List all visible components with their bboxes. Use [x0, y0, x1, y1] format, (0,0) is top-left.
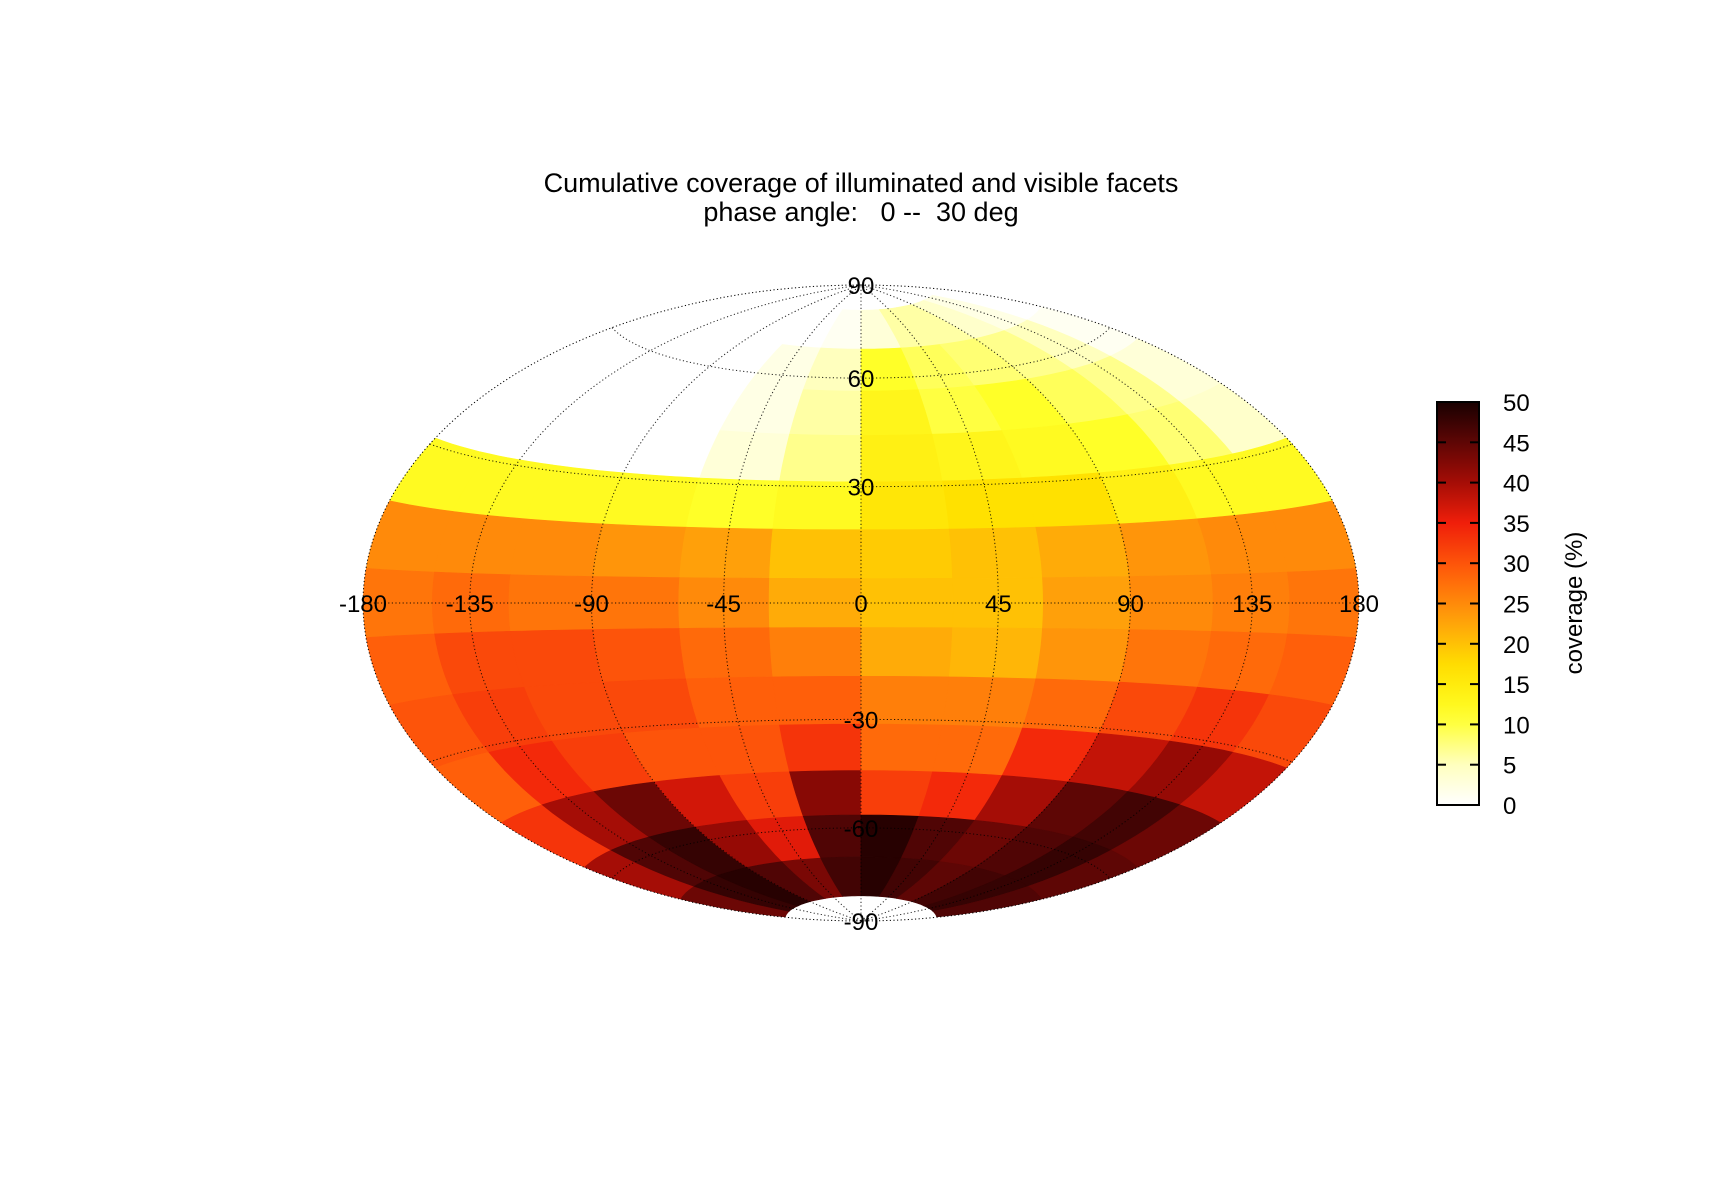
longitude-tick-label: 90	[1117, 591, 1144, 618]
longitude-tick-label: 0	[854, 591, 867, 618]
heatmap-cell	[942, 477, 1037, 530]
heatmap-cell	[592, 523, 687, 578]
latitude-tick-labels: 90 60 30 -30 -60 -90	[844, 273, 879, 936]
colorbar-tick-label: 20	[1503, 632, 1530, 659]
colorbar-tick-label: 45	[1503, 430, 1530, 457]
heatmap-cell	[769, 528, 862, 579]
heatmap-cell	[948, 627, 1043, 680]
heatmap-cell	[679, 627, 774, 680]
heatmap-cell	[1118, 518, 1212, 577]
longitude-tick-label: -180	[339, 591, 387, 618]
heatmap-cell	[768, 577, 862, 629]
longitude-tick-label: -90	[574, 591, 609, 618]
heatmap-cells	[363, 288, 1359, 918]
latitude-tick-label: -90	[844, 909, 879, 936]
heatmap-cell	[1118, 629, 1212, 688]
meridian-line	[590, 284, 862, 922]
chart-subtitle: phase angle: 0 -- 30 deg	[703, 197, 1018, 227]
colorbar-tick-label: 50	[1503, 390, 1530, 417]
colorbar-tick-label: 35	[1503, 511, 1530, 538]
colorbar-tick-label: 25	[1503, 592, 1530, 619]
colorbar-tick-label: 40	[1503, 471, 1530, 498]
latitude-tick-label: -30	[844, 707, 879, 734]
heatmap-cell	[1035, 628, 1130, 683]
colorbar: 0 5 10 15 20 25 30 35 40 45 50 coverage (%)	[1436, 390, 1588, 820]
graticule	[362, 284, 1360, 922]
meridian-line	[860, 284, 1360, 922]
heatmap-cell	[1035, 523, 1130, 578]
longitude-tick-label: 135	[1232, 591, 1272, 618]
heatmap-cell	[948, 526, 1043, 579]
heatmap-cell	[860, 627, 953, 678]
longitude-tick-label: -135	[446, 591, 494, 618]
latitude-tick-label: 60	[848, 366, 875, 393]
longitude-tick-label: -45	[706, 591, 741, 618]
latitude-tick-label: 90	[848, 273, 875, 300]
longitude-tick-label: 45	[985, 591, 1012, 618]
longitude-tick-labels: -180 -135 -90 -45 0 45 90 135 180	[339, 591, 1379, 618]
colorbar-tick-label: 15	[1503, 672, 1530, 699]
latitude-tick-label: 30	[848, 475, 875, 502]
heatmap-cell	[592, 628, 687, 683]
heatmap-cell	[510, 518, 604, 577]
chart-title: Cumulative coverage of illuminated and v…	[544, 168, 1179, 198]
colorbar-tick-label: 5	[1503, 753, 1516, 780]
longitude-tick-label: 180	[1339, 591, 1379, 618]
latitude-tick-label: -60	[844, 816, 879, 843]
colorbar-tick-label: 0	[1503, 793, 1516, 820]
colorbar-tick-label: 10	[1503, 712, 1530, 739]
meridian-line	[469, 284, 862, 922]
heatmap-cell	[942, 676, 1037, 729]
colorbar-tick-label: 30	[1503, 551, 1530, 578]
colorbar-ticks: 0 5 10 15 20 25 30 35 40 45 50	[1437, 390, 1530, 820]
heatmap-cell	[769, 627, 862, 678]
heatmap-cell	[860, 528, 953, 579]
heatmap-cell	[510, 629, 604, 688]
heatmap-cell	[679, 526, 774, 579]
colorbar-label: coverage (%)	[1561, 532, 1588, 675]
